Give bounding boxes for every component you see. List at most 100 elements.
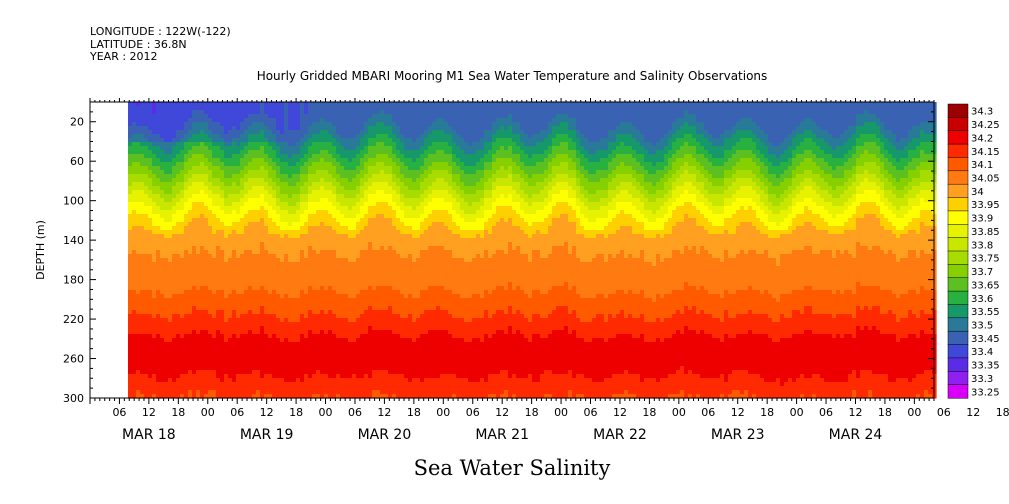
heatmap-cell [348, 274, 353, 279]
heatmap-cell [148, 122, 153, 127]
heatmap-cell [384, 218, 389, 223]
heatmap-cell [188, 350, 193, 355]
heatmap-cell [196, 182, 201, 187]
heatmap-cell [396, 198, 401, 203]
heatmap-cell [292, 242, 297, 247]
heatmap-cell [360, 154, 365, 159]
heatmap-cell [148, 218, 153, 223]
heatmap-cell [328, 166, 333, 171]
heatmap-cell [128, 166, 133, 171]
heatmap-cell [256, 378, 261, 383]
heatmap-cell [264, 294, 269, 299]
heatmap-cell [380, 346, 385, 351]
heatmap-cell [356, 318, 361, 323]
heatmap-cell [204, 242, 209, 247]
heatmap-cell [280, 390, 285, 395]
heatmap-cell [220, 246, 225, 251]
heatmap-cell [336, 102, 341, 107]
heatmap-cell [248, 170, 253, 175]
heatmap-cell [352, 262, 357, 267]
heatmap-cell [300, 182, 305, 187]
heatmap-cell [364, 214, 369, 219]
heatmap-cell [388, 350, 393, 355]
heatmap-cell [324, 122, 329, 127]
heatmap-cell [212, 158, 217, 163]
heatmap-cell [164, 114, 169, 119]
heatmap-cell [164, 246, 169, 251]
heatmap-cell [268, 314, 273, 319]
heatmap-cell [264, 198, 269, 203]
heatmap-cell [180, 266, 185, 271]
heatmap-cell [284, 122, 289, 127]
heatmap-cell [324, 186, 329, 191]
heatmap-cell [356, 354, 361, 359]
heatmap-cell [200, 318, 205, 323]
heatmap-cell [144, 230, 149, 235]
heatmap-cell [192, 130, 197, 135]
heatmap-cell [212, 370, 217, 375]
heatmap-cell [196, 326, 201, 331]
heatmap-cell [264, 370, 269, 375]
heatmap-cell [248, 190, 253, 195]
heatmap-cell [284, 242, 289, 247]
heatmap-cell [356, 338, 361, 343]
heatmap-cell [232, 130, 237, 135]
heatmap-cell [372, 182, 377, 187]
heatmap-cell [184, 106, 189, 111]
heatmap-cell [144, 258, 149, 263]
heatmap-cell [252, 110, 257, 115]
heatmap-cell [292, 246, 297, 251]
heatmap-cell [328, 346, 333, 351]
heatmap-cell [208, 210, 213, 215]
heatmap-cell [340, 202, 345, 207]
heatmap-cell [284, 118, 289, 123]
heatmap-cell [132, 338, 137, 343]
heatmap-cell [212, 234, 217, 239]
heatmap-cell [276, 178, 281, 183]
heatmap-cell [324, 102, 329, 107]
heatmap-cell [340, 134, 345, 139]
heatmap-cell [376, 354, 381, 359]
heatmap-cell [220, 394, 225, 399]
heatmap-cell [168, 142, 173, 147]
heatmap-cell [152, 246, 157, 251]
heatmap-cell [260, 214, 265, 219]
heatmap-cell [272, 154, 277, 159]
heatmap-cell [272, 350, 277, 355]
heatmap-cell [304, 378, 309, 383]
heatmap-cell [264, 122, 269, 127]
heatmap-cell [176, 254, 181, 259]
heatmap-cell [324, 286, 329, 291]
heatmap-cell [236, 186, 241, 191]
heatmap-cell [336, 294, 341, 299]
heatmap-cell [264, 314, 269, 319]
heatmap-cell [240, 134, 245, 139]
heatmap-cell [208, 106, 213, 111]
heatmap-cell [132, 262, 137, 267]
heatmap-cell [240, 162, 245, 167]
heatmap-cell [212, 346, 217, 351]
heatmap-cell [324, 230, 329, 235]
heatmap-cell [284, 382, 289, 387]
heatmap-cell [196, 210, 201, 215]
heatmap-cell [376, 166, 381, 171]
heatmap-cell [144, 326, 149, 331]
heatmap-cell [140, 154, 145, 159]
heatmap-cell [204, 186, 209, 191]
heatmap-cell [176, 242, 181, 247]
heatmap-cell [236, 282, 241, 287]
heatmap-cell [376, 346, 381, 351]
heatmap-cell [144, 170, 149, 175]
heatmap-cell [184, 274, 189, 279]
heatmap-cell [236, 338, 241, 343]
heatmap-cell [324, 118, 329, 123]
heatmap-cell [392, 102, 397, 107]
heatmap-cell [240, 330, 245, 335]
heatmap-cell [292, 150, 297, 155]
heatmap-cell [136, 162, 141, 167]
heatmap-cell [356, 366, 361, 371]
heatmap-cell [376, 262, 381, 267]
heatmap-cell [248, 318, 253, 323]
heatmap-cell [280, 298, 285, 303]
heatmap-cell [392, 282, 397, 287]
